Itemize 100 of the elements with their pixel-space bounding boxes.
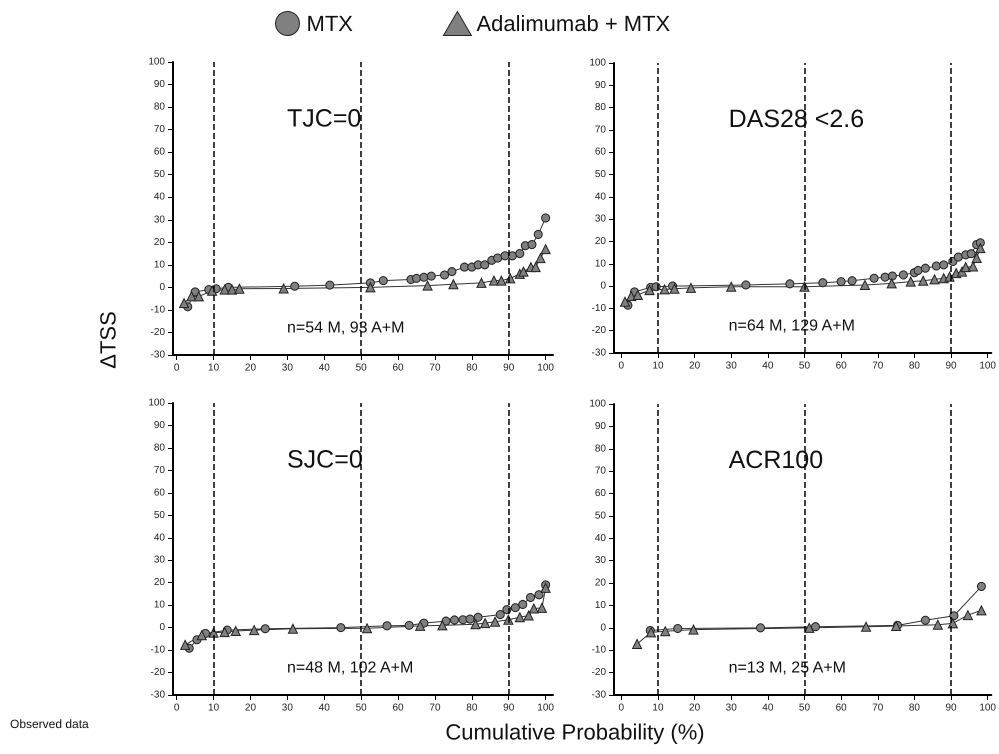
x-tick-label: 70 bbox=[429, 362, 441, 374]
y-tick-label: 70 bbox=[154, 464, 166, 476]
x-tick-label: 10 bbox=[652, 360, 664, 372]
y-tick-label: 70 bbox=[154, 124, 166, 136]
y-tick-label: 90 bbox=[594, 80, 606, 91]
y-tick-label: 0 bbox=[600, 280, 606, 292]
y-tick-label: 10 bbox=[154, 259, 166, 270]
annotation: n=13 M, 25 A+M bbox=[728, 660, 846, 677]
x-tick-label: 100 bbox=[979, 702, 996, 714]
y-tick-label: 50 bbox=[594, 510, 606, 522]
x-tick-label: 60 bbox=[392, 702, 404, 714]
legend-label: MTX bbox=[306, 11, 354, 36]
y-tick-label: 90 bbox=[154, 420, 166, 431]
text: ACR100 bbox=[728, 446, 824, 474]
y-tick-label: 20 bbox=[594, 236, 606, 247]
y-tick-label: -10 bbox=[150, 644, 166, 656]
x-tick-label: 90 bbox=[503, 702, 515, 714]
y-tick-label: 0 bbox=[600, 622, 606, 634]
text: Observed data bbox=[10, 717, 90, 731]
y-tick-label: 60 bbox=[594, 146, 606, 158]
y-tick-label: 40 bbox=[594, 532, 606, 544]
x-tick-label: 70 bbox=[872, 360, 884, 372]
y-tick-label: -10 bbox=[150, 304, 166, 316]
y-tick-label: -20 bbox=[150, 667, 166, 678]
x-tick-label: 30 bbox=[282, 362, 294, 374]
x-tick-label: 70 bbox=[872, 702, 884, 714]
x-tick-label: 0 bbox=[174, 362, 180, 374]
y-tick-label: 30 bbox=[594, 214, 606, 225]
x-tick-label: 10 bbox=[208, 702, 220, 714]
x-tick-label: 90 bbox=[945, 360, 958, 372]
legend-label: Adalimumab + MTX bbox=[476, 11, 671, 36]
x-tick-label: 100 bbox=[537, 702, 554, 714]
x-tick-label: 100 bbox=[537, 362, 554, 374]
x-tick-label: 20 bbox=[244, 362, 256, 374]
x-tick-label: 100 bbox=[979, 360, 996, 372]
y-tick-label: 10 bbox=[594, 258, 606, 270]
y-tick-label: 80 bbox=[594, 102, 606, 114]
annotation: n=48 M, 102 A+M bbox=[287, 659, 414, 676]
x-tick-label: 0 bbox=[174, 702, 180, 714]
y-tick-label: 50 bbox=[154, 510, 166, 521]
annotation: n=64 M, 129 A+M bbox=[728, 318, 855, 335]
y-tick-label: 10 bbox=[154, 600, 166, 611]
x-tick-label: 40 bbox=[762, 702, 774, 714]
y-tick-label: 100 bbox=[589, 58, 606, 68]
text: DAS28 <2.6 bbox=[728, 105, 864, 133]
x-tick-label: 80 bbox=[466, 362, 478, 374]
y-tick-label: -30 bbox=[150, 350, 166, 360]
y-tick-label: 70 bbox=[594, 124, 606, 136]
y-tick-label: -30 bbox=[592, 690, 606, 700]
x-tick-label: 20 bbox=[689, 360, 701, 372]
x-tick-label: 20 bbox=[689, 702, 701, 714]
y-tick-label: 50 bbox=[154, 169, 166, 180]
x-tick-label: 40 bbox=[318, 362, 330, 374]
y-tick-label: -20 bbox=[150, 326, 166, 338]
y-tick-label: 40 bbox=[154, 532, 166, 544]
y-tick-label: 50 bbox=[594, 169, 606, 180]
y-tick-label: -30 bbox=[592, 348, 606, 358]
y-tick-label: 60 bbox=[154, 146, 166, 158]
text: TJC=0 bbox=[287, 104, 362, 132]
x-tick-label: 80 bbox=[466, 702, 478, 714]
x-tick-label: 50 bbox=[798, 360, 810, 372]
y-tick-label: 90 bbox=[594, 420, 606, 432]
x-tick-label: 40 bbox=[318, 702, 330, 714]
x-tick-label: 60 bbox=[836, 702, 848, 714]
y-tick-label: 20 bbox=[154, 236, 166, 248]
x-tick-label: 80 bbox=[908, 702, 920, 714]
text: SJC=0 bbox=[287, 445, 363, 474]
y-tick-label: 80 bbox=[154, 442, 166, 454]
y-tick-label: -30 bbox=[150, 690, 166, 700]
x-tick-label: 90 bbox=[503, 362, 515, 374]
y-tick-label: 80 bbox=[594, 443, 606, 454]
x-tick-label: 90 bbox=[945, 702, 958, 714]
y-tick-label: 30 bbox=[154, 214, 166, 226]
x-tick-label: 10 bbox=[208, 362, 220, 374]
y-tick-label: -10 bbox=[592, 302, 606, 314]
y-tick-label: 60 bbox=[594, 488, 606, 500]
x-tick-label: 60 bbox=[836, 360, 848, 372]
x-tick-label: 30 bbox=[726, 702, 738, 714]
y-tick-label: 30 bbox=[154, 554, 166, 566]
y-tick-label: 40 bbox=[594, 191, 606, 202]
x-tick-label: 40 bbox=[762, 360, 774, 372]
y-tick-label: 0 bbox=[159, 622, 166, 634]
x-tick-label: 70 bbox=[429, 702, 441, 714]
x-tick-label: 20 bbox=[244, 702, 256, 714]
x-tick-label: 80 bbox=[908, 360, 920, 372]
annotation: n=54 M, 93 A+M bbox=[287, 319, 404, 336]
y-tick-label: -10 bbox=[592, 644, 606, 656]
y-tick-label: 30 bbox=[594, 555, 606, 566]
y-tick-label: 100 bbox=[589, 398, 606, 410]
y-tick-label: 80 bbox=[154, 102, 166, 113]
y-tick-label: 10 bbox=[594, 600, 606, 611]
x-tick-label: 30 bbox=[282, 702, 294, 714]
x-tick-label: 50 bbox=[356, 362, 368, 374]
y-tick-label: 20 bbox=[594, 578, 606, 589]
x-axis-title: Cumulative Probability (%) bbox=[445, 720, 705, 744]
x-tick-label: 0 bbox=[618, 702, 625, 714]
y-tick-label: 60 bbox=[154, 487, 166, 498]
x-tick-label: 10 bbox=[652, 702, 664, 714]
x-tick-label: 50 bbox=[798, 702, 810, 714]
y-tick-label: 100 bbox=[148, 398, 166, 408]
